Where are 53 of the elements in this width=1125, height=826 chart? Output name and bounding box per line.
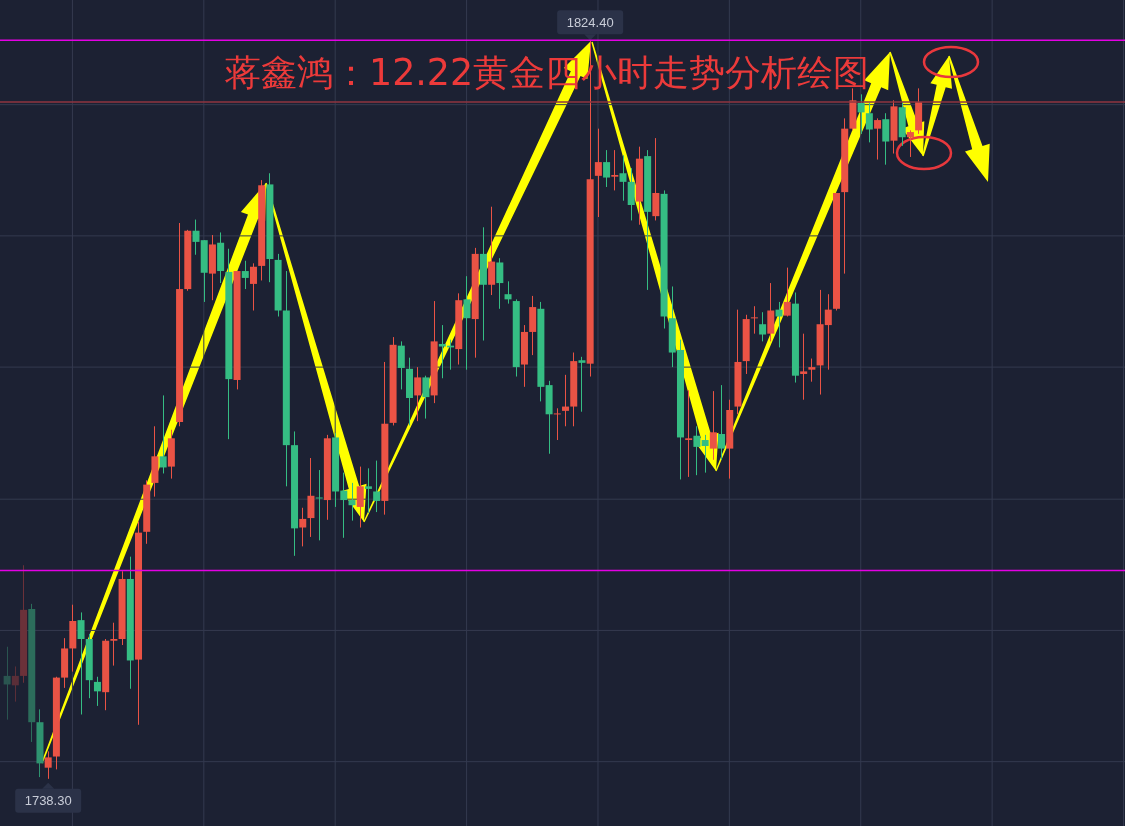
candlestick [340,472,348,539]
candlestick [685,389,693,478]
candlestick [159,394,167,474]
candlestick [767,282,775,342]
candlestick [488,206,496,296]
candlestick [496,257,504,310]
candlestick [652,137,660,221]
text: 1824.40 [566,14,614,30]
candlestick [865,102,873,143]
candlestick [315,469,323,541]
candlestick [397,340,405,390]
candlestick [414,366,422,422]
candlestick [562,374,570,427]
candlestick [800,333,808,401]
candlestick [249,262,257,311]
candlestick [874,117,882,161]
candlestick [701,434,709,474]
candlestick [709,390,717,461]
candlestick [882,112,890,166]
candlestick [241,260,249,290]
candlestick [718,384,726,461]
candlestick [750,305,758,335]
candlestick [553,407,561,441]
candlestick [356,466,364,529]
candlestick [463,275,471,371]
text: 1738.30 [24,793,72,809]
candlestick [693,425,701,476]
candlestick [422,375,430,420]
candlestick [110,622,118,667]
candlestick [299,507,307,547]
candlestick [364,467,372,514]
candlestick [611,149,619,191]
candlestick [77,611,85,715]
candlestick [857,93,865,135]
candlestick [93,676,101,707]
candlestick [578,356,586,413]
candlestick [808,358,816,383]
candlestick [11,665,19,703]
candlestick [759,311,767,342]
candlestick [3,646,11,721]
candlestick [775,301,783,348]
candlestick [906,129,914,158]
candlestick [373,460,381,513]
candlestick [594,128,602,218]
candlestick [504,280,512,305]
candlestick [603,149,611,188]
candlestick [44,750,52,780]
candlestick [627,167,635,221]
candlestick [348,482,356,522]
candlestick [783,267,791,317]
candlestick [307,457,315,538]
candlestick [192,219,200,256]
candlestick [619,154,627,202]
